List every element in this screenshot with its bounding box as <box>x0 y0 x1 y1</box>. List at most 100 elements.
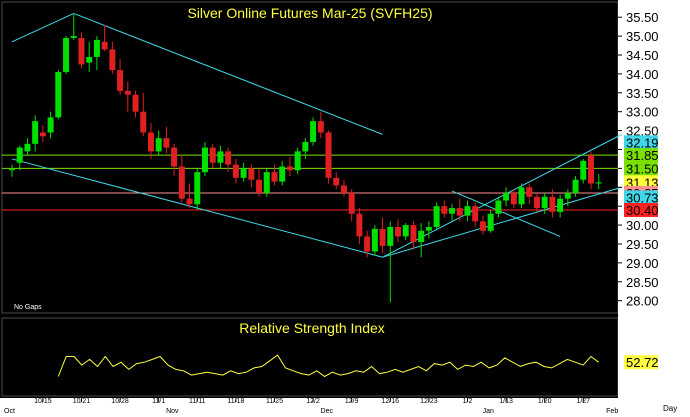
candle-body <box>132 94 139 112</box>
candle-body <box>410 225 417 243</box>
price-badge <box>624 190 658 205</box>
y-tick-label: 33.50 <box>626 86 659 101</box>
x-tick-label: 1/13 <box>499 398 513 405</box>
candle-body <box>202 147 208 173</box>
x-month-label: Oct <box>4 408 15 415</box>
candle-body <box>348 192 355 214</box>
candle-body <box>518 187 525 205</box>
candle-body <box>449 208 456 214</box>
y-tick-label: 35.00 <box>626 29 659 44</box>
x-month-label: Dec <box>321 408 334 415</box>
candle-body <box>93 39 100 57</box>
candle-body <box>418 230 425 243</box>
candle-body <box>178 166 185 199</box>
candle-body <box>526 187 533 197</box>
candle-body <box>572 179 579 193</box>
rsi-line <box>57 354 599 378</box>
x-tick-label: 12/9 <box>345 398 359 405</box>
candle-body <box>533 196 540 209</box>
x-month-label: Feb <box>606 408 618 415</box>
x-tick-label: 12/16 <box>382 398 400 405</box>
candle-body <box>541 196 548 209</box>
candle-body <box>395 226 401 237</box>
price-badge-label: 30.40 <box>626 203 659 218</box>
x-tick-label: 11/18 <box>227 398 244 405</box>
x-tick-label: 12/2 <box>306 398 320 405</box>
candle-body <box>124 90 131 95</box>
candle-body <box>70 36 77 39</box>
candle-body <box>86 56 93 63</box>
price-badge <box>624 148 658 163</box>
candle-body <box>279 166 286 182</box>
candle-body <box>147 132 154 152</box>
candle-body <box>271 172 278 182</box>
candle-body <box>402 225 409 237</box>
candle-body <box>78 38 85 65</box>
candle-body <box>325 132 332 178</box>
candle-body <box>47 117 54 133</box>
candle-body <box>248 168 255 180</box>
candle-body <box>171 147 178 167</box>
x-tick-label: 12/23 <box>420 398 438 405</box>
x-month-label: Nov <box>166 408 179 415</box>
candle-body <box>433 206 440 227</box>
candle-body <box>55 72 62 118</box>
candle-body <box>63 38 70 73</box>
candle-body <box>263 172 270 193</box>
y-tick-label: 28.00 <box>626 294 659 309</box>
candle-body <box>549 196 556 212</box>
x-tick-label: 10/21 <box>73 398 91 405</box>
candle-body <box>495 200 502 214</box>
candle-body <box>117 70 124 91</box>
candle-body <box>456 208 463 216</box>
price-badge-label: 30.73 <box>626 190 659 205</box>
x-tick-label: 1/20 <box>538 398 552 405</box>
y-tick-label: 29.50 <box>626 237 659 252</box>
y-tick-label: 29.00 <box>626 256 659 271</box>
candle-body <box>557 198 564 212</box>
candle-body <box>387 226 394 246</box>
candle-body <box>441 206 448 214</box>
candle-body <box>163 138 170 148</box>
y-tick-label: 30.00 <box>626 218 659 233</box>
candle-body <box>194 172 201 205</box>
candle-body <box>286 166 293 171</box>
candle-body <box>356 213 363 237</box>
candle-body <box>217 151 224 163</box>
candle-body <box>487 213 494 231</box>
trend-line <box>451 190 561 237</box>
chart-title: Silver Online Futures Mar-25 (SVFH25) <box>187 5 432 21</box>
candle-body <box>32 121 39 144</box>
x-tick-label: 10/15 <box>34 398 52 405</box>
candle-body <box>16 147 23 163</box>
candle-body <box>240 168 247 178</box>
current-price-arrow: → <box>618 178 627 188</box>
price-badge <box>624 135 658 150</box>
candle-body <box>209 147 216 163</box>
y-tick-label: 32.50 <box>626 124 659 139</box>
candle-body <box>39 132 46 137</box>
price-badge <box>624 202 658 217</box>
candle-body <box>379 228 386 246</box>
trend-line <box>73 12 383 135</box>
candle-body <box>186 198 193 205</box>
y-tick-label: 28.50 <box>626 275 659 290</box>
price-badge-label: 31.50 <box>626 161 659 176</box>
candle-body <box>479 221 486 231</box>
candle-body <box>302 141 309 152</box>
no-gaps-note: No Gaps <box>14 304 42 311</box>
trend-line <box>11 12 74 43</box>
candle-body <box>310 121 317 142</box>
candle-body <box>101 41 108 50</box>
y-tick-label: 34.50 <box>626 48 659 63</box>
candle-body <box>364 236 371 252</box>
candle-body <box>588 155 594 184</box>
price-badge <box>624 175 658 190</box>
candle-body <box>294 151 301 171</box>
x-month-label: Jan <box>483 408 494 415</box>
candle-body <box>333 177 340 186</box>
price-badge <box>624 161 658 176</box>
candle-body <box>580 160 587 180</box>
candle-body <box>109 49 116 71</box>
candle-body <box>510 192 517 205</box>
